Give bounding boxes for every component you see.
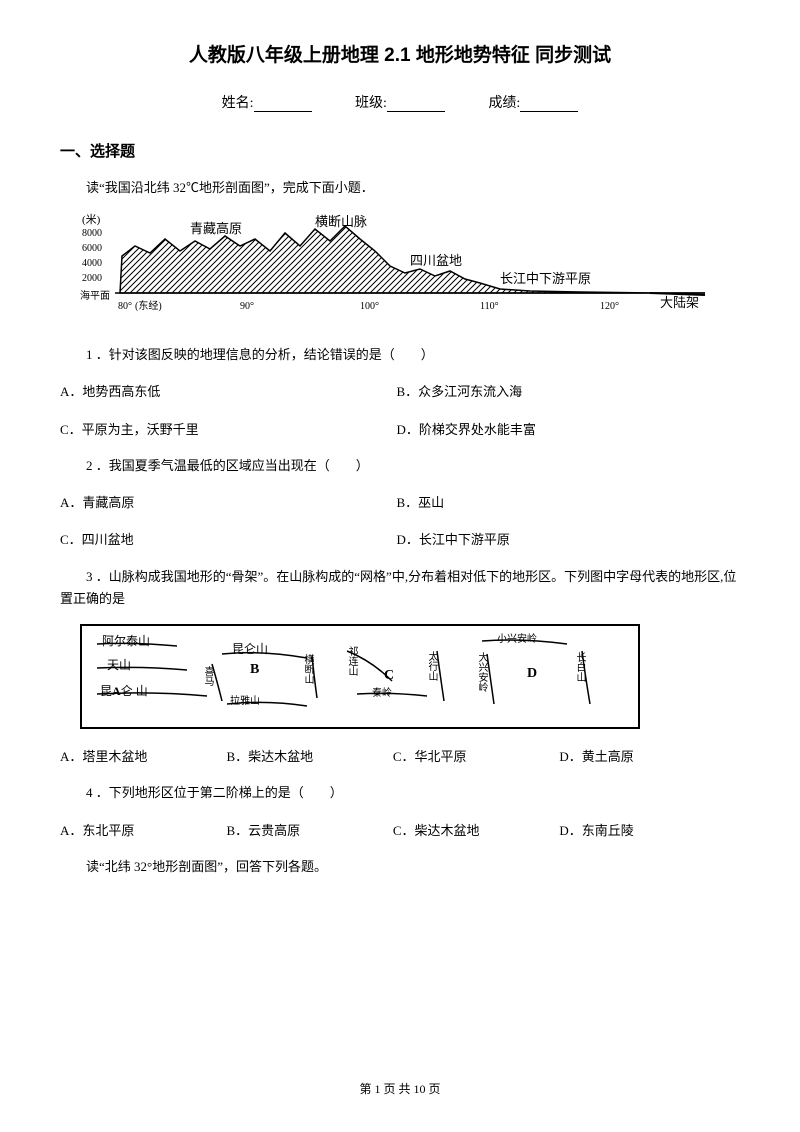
q2-opt-d[interactable]: D．长江中下游平原 (396, 528, 729, 551)
svg-text:青藏高原: 青藏高原 (190, 221, 242, 236)
himal2-label: 拉雅山 (230, 692, 260, 707)
y-label: (米) (82, 213, 101, 226)
changbai-label: 长白山 (572, 652, 587, 682)
xiaoxing-label: 小兴安岭 (497, 630, 537, 645)
q4-opt-a[interactable]: A．东北平原 (60, 819, 223, 842)
svg-text:4000: 4000 (82, 258, 102, 269)
svg-text:80°: 80° (118, 301, 132, 312)
q3-opt-c[interactable]: C．华北平原 (393, 745, 556, 768)
name-label: 姓名: (222, 92, 254, 112)
svg-text:100°: 100° (360, 301, 379, 312)
score-label: 成绩: (488, 92, 520, 112)
score-blank[interactable] (520, 111, 578, 112)
svg-text:6000: 6000 (82, 243, 102, 254)
q1-text: 1 ．针对该图反映的地理信息的分析，结论错误的是（ ） (60, 344, 740, 366)
section-header: 一、选择题 (60, 140, 740, 161)
himal-label: 喜马 (200, 666, 215, 686)
qilian-label: 祁连山 (344, 646, 359, 676)
q4-opt-c[interactable]: C．柴达木盆地 (393, 819, 556, 842)
q1-opt-a[interactable]: A．地势西高东低 (60, 380, 393, 403)
page-footer: 第 1 页 共 10 页 (0, 1080, 800, 1097)
svg-text:横断山脉: 横断山脉 (315, 214, 367, 229)
q2-opt-b[interactable]: B．巫山 (396, 491, 729, 514)
q1-options-row2: C．平原为主，沃野千里 D．阶梯交界处水能丰富 (60, 418, 740, 441)
q2-opt-a[interactable]: A．青藏高原 (60, 491, 393, 514)
taihang-label: 太行山 (424, 651, 439, 681)
student-info-row: 姓名: 班级: 成绩: (60, 92, 740, 112)
svg-text:(东经): (东经) (135, 299, 162, 312)
svg-text:长江中下游平原: 长江中下游平原 (500, 271, 591, 286)
altai-label: 阿尔泰山 (102, 632, 150, 649)
svg-text:90°: 90° (240, 301, 254, 312)
hengduan-label: 横断山 (300, 654, 315, 684)
q2-options-row1: A．青藏高原 B．巫山 (60, 491, 740, 514)
kunlun-a-label: 昆A仑 山 (100, 682, 148, 699)
q4-options: A．东北平原 B．云贵高原 C．柴达木盆地 D．东南丘陵 (60, 819, 740, 842)
q3-opt-d[interactable]: D．黄土高原 (559, 745, 722, 768)
q4-opt-d[interactable]: D．东南丘陵 (559, 819, 722, 842)
q1-opt-c[interactable]: C．平原为主，沃野千里 (60, 418, 393, 441)
name-blank[interactable] (254, 111, 312, 112)
q3-options: A．塔里木盆地 B．柴达木盆地 C．华北平原 D．黄土高原 (60, 745, 740, 768)
q4-text: 4 ．下列地形区位于第二阶梯上的是（ ） (60, 782, 740, 804)
letter-c: C (384, 668, 394, 684)
q3-opt-a[interactable]: A．塔里木盆地 (60, 745, 223, 768)
svg-text:四川盆地: 四川盆地 (410, 253, 462, 268)
q2-options-row2: C．四川盆地 D．长江中下游平原 (60, 528, 740, 551)
kunlun-label: 昆仑山 (232, 640, 268, 657)
intro-2: 读“北纬 32°地形剖面图”，回答下列各题。 (60, 856, 740, 878)
letter-d: D (527, 666, 537, 682)
q4-opt-b[interactable]: B．云贵高原 (226, 819, 389, 842)
svg-text:大陆架: 大陆架 (660, 295, 699, 310)
svg-text:2000: 2000 (82, 273, 102, 284)
q3-opt-b[interactable]: B．柴达木盆地 (226, 745, 389, 768)
tianshan-label: 天山 (107, 656, 131, 673)
svg-text:海平面: 海平面 (80, 289, 110, 302)
class-label: 班级: (355, 92, 387, 112)
daxing-label: 大兴安岭 (474, 652, 489, 692)
qinling-label: 秦岭 (372, 684, 392, 699)
letter-b: B (250, 662, 259, 678)
intro-1: 读“我国沿北纬 32℃地形剖面图”，完成下面小题． (60, 177, 740, 199)
q2-opt-c[interactable]: C．四川盆地 (60, 528, 393, 551)
svg-text:120°: 120° (600, 301, 619, 312)
mountain-grid-diagram: 阿尔泰山 天山 昆A仑 山 昆仑山 B 喜马 拉雅山 横断山 祁连山 C 秦岭 … (80, 624, 640, 729)
q3-text: 3 ．山脉构成我国地形的“骨架”。在山脉构成的“网格”中,分布着相对低下的地形区… (60, 566, 740, 610)
class-blank[interactable] (387, 111, 445, 112)
q1-opt-d[interactable]: D．阶梯交界处水能丰富 (396, 418, 729, 441)
q2-text: 2 ．我国夏季气温最低的区域应当出现在（ ） (60, 455, 740, 477)
q1-opt-b[interactable]: B．众多江河东流入海 (396, 380, 729, 403)
profile-diagram: (米) 8000 6000 4000 2000 海平面 80° (东经) 90°… (80, 211, 720, 326)
svg-text:8000: 8000 (82, 228, 102, 239)
page-title: 人教版八年级上册地理 2.1 地形地势特征 同步测试 (60, 40, 740, 67)
svg-text:110°: 110° (480, 301, 499, 312)
q1-options-row1: A．地势西高东低 B．众多江河东流入海 (60, 380, 740, 403)
